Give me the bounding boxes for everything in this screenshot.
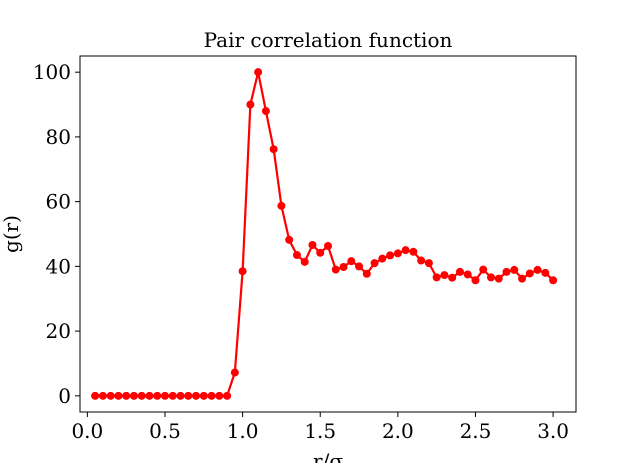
- x-axis: 0.0 0.5 1.0 1.5 2.0 2.5 3.0: [71, 412, 569, 443]
- data-point: [525, 269, 534, 278]
- data-point: [106, 391, 115, 400]
- data-point: [502, 267, 511, 276]
- data-point: [254, 68, 263, 77]
- data-point: [370, 259, 379, 268]
- data-point: [386, 251, 395, 260]
- data-point: [541, 268, 550, 277]
- data-point: [300, 257, 309, 266]
- data-point: [487, 273, 496, 282]
- y-axis: 0 20 40 60 80 100: [33, 60, 80, 408]
- data-point: [432, 273, 441, 282]
- data-point: [238, 267, 247, 276]
- y-tick-label: 80: [46, 125, 71, 149]
- x-tick-label: 2.5: [460, 419, 492, 443]
- x-tick-label: 1.0: [227, 419, 259, 443]
- data-point: [378, 254, 387, 263]
- data-point: [533, 265, 542, 274]
- y-tick-label: 0: [58, 384, 71, 408]
- data-point: [494, 274, 503, 283]
- data-point: [292, 251, 301, 260]
- data-point: [246, 100, 255, 109]
- data-point: [137, 391, 146, 400]
- data-point: [424, 259, 433, 268]
- data-point: [199, 391, 208, 400]
- data-point: [230, 368, 239, 377]
- x-tick-label: 2.0: [382, 419, 414, 443]
- data-point: [153, 391, 162, 400]
- data-point: [98, 391, 107, 400]
- data-point: [207, 391, 216, 400]
- data-point: [471, 276, 480, 285]
- data-point: [91, 391, 100, 400]
- data-point: [184, 391, 193, 400]
- data-point: [122, 391, 131, 400]
- data-point: [261, 107, 270, 116]
- data-point: [362, 269, 371, 278]
- x-tick-label: 0.5: [149, 419, 181, 443]
- data-point: [223, 391, 232, 400]
- x-tick-label: 1.5: [304, 419, 336, 443]
- y-tick-label: 100: [33, 60, 71, 84]
- y-tick-label: 40: [46, 254, 71, 278]
- data-point: [339, 263, 348, 272]
- y-tick-label: 20: [46, 319, 71, 343]
- data-point: [114, 391, 123, 400]
- data-point: [409, 247, 418, 256]
- data-point: [463, 270, 472, 279]
- data-point: [355, 262, 364, 271]
- data-point: [269, 145, 278, 154]
- x-tick-label: 3.0: [537, 419, 569, 443]
- y-tick-label: 60: [46, 190, 71, 214]
- data-point: [510, 265, 519, 274]
- data-point: [455, 267, 464, 276]
- data-point: [479, 265, 488, 274]
- plot-area: [91, 68, 558, 400]
- data-point: [176, 391, 185, 400]
- data-point: [417, 256, 426, 265]
- data-point: [145, 391, 154, 400]
- data-point: [347, 257, 356, 266]
- y-axis-label: g(r): [0, 215, 23, 253]
- axes-frame: [79, 55, 577, 413]
- data-point: [549, 276, 558, 285]
- data-point: [168, 391, 177, 400]
- data-point: [160, 391, 169, 400]
- data-point: [331, 265, 340, 274]
- chart-title: Pair correlation function: [204, 28, 453, 52]
- data-point: [324, 241, 332, 250]
- data-point: [285, 235, 294, 244]
- data-point: [215, 391, 224, 400]
- data-point: [308, 241, 317, 250]
- data-point: [393, 249, 402, 258]
- x-axis-label: r/σ: [313, 449, 343, 463]
- data-point: [277, 201, 286, 210]
- data-point: [440, 271, 449, 280]
- data-point: [518, 274, 527, 283]
- data-point: [448, 273, 457, 282]
- x-tick-label: 0.0: [71, 419, 103, 443]
- data-point: [401, 246, 410, 255]
- data-point: [316, 248, 325, 257]
- data-point: [192, 391, 201, 400]
- data-point: [129, 391, 138, 400]
